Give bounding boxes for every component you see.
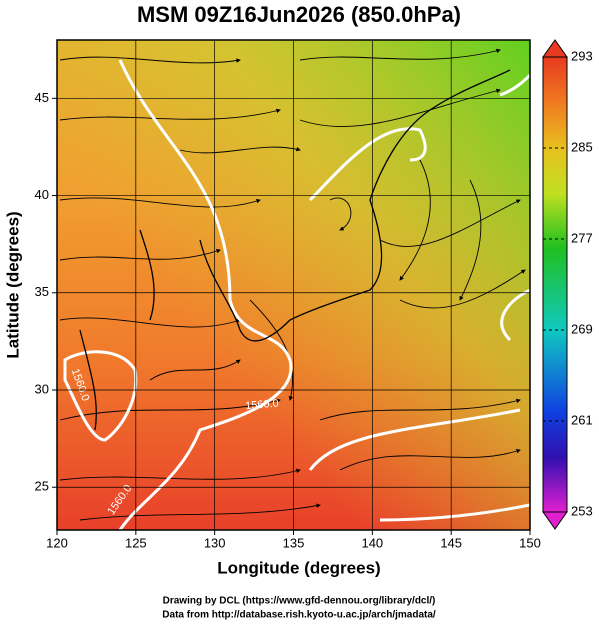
x-tick-label: 120 [46, 535, 68, 550]
x-tick-label: 135 [283, 535, 305, 550]
colorbar-tick-label: 269 [571, 321, 593, 336]
title: MSM 09Z16Jun2026 (850.0hPa) [137, 2, 461, 27]
x-tick-label: 140 [361, 535, 383, 550]
colorbar-min-arrow [542, 511, 568, 530]
y-tick-label: 45 [35, 90, 49, 105]
y-tick-label: 35 [35, 284, 49, 299]
footer-line: Drawing by DCL (https://www.gfd-dennou.o… [163, 596, 436, 607]
colorbar-tick-label: 261 [571, 412, 593, 427]
colorbar-tick-label: 293 [571, 48, 593, 63]
colorbar-tick-label: 277 [571, 230, 593, 245]
y-axis-label: Latitude (degrees) [3, 211, 22, 358]
colorbar-tick-label: 253 [571, 503, 593, 518]
contour-label: 1560.0 [245, 397, 280, 412]
footer-line: Data from http://database.rish.kyoto-u.a… [162, 610, 436, 621]
y-tick-label: 40 [35, 187, 49, 202]
x-tick-label: 125 [125, 535, 147, 550]
x-tick-label: 130 [204, 535, 226, 550]
x-tick-label: 150 [519, 535, 541, 550]
colorbar [542, 56, 568, 513]
colorbar-max-arrow [542, 39, 568, 58]
y-tick-label: 30 [35, 381, 49, 396]
y-tick-label: 25 [35, 479, 49, 494]
colorbar-tick-label: 285 [571, 139, 593, 154]
x-axis-label: Longitude (degrees) [217, 558, 380, 577]
x-tick-label: 145 [440, 535, 462, 550]
